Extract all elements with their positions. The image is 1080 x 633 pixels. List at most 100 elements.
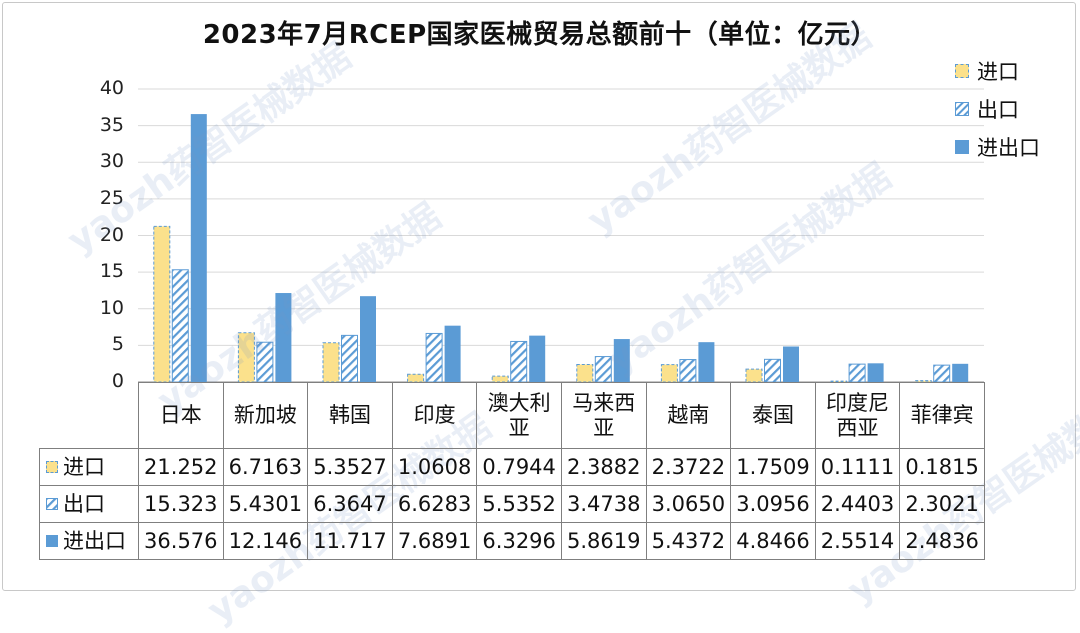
bar-total (698, 342, 715, 382)
y-tick-label: 35 (99, 113, 124, 136)
table-cell: 6.6283 (391, 485, 478, 523)
bar-export (848, 363, 866, 383)
table-cell: 5.3527 (307, 448, 393, 486)
bar-total (190, 114, 207, 382)
table-row-import: 进口 21.252 6.7163 5.3527 1.0608 0.7944 2.3882 2.… (39, 448, 985, 486)
table-cell: 21.252 (138, 448, 224, 486)
bar-import (830, 380, 848, 383)
x-tick-label: 泰国 (730, 382, 816, 449)
bar-import (660, 364, 678, 383)
bar-total (360, 296, 376, 382)
table-cell: 3.4738 (560, 485, 647, 523)
legend-item-total: 进出口 (955, 128, 1040, 166)
bar-export (933, 364, 951, 383)
table-row-label: 出口 (63, 491, 105, 516)
bar-export (171, 269, 189, 383)
bar-import (745, 368, 763, 383)
table-row-total: 进出口 36.576 12.146 11.717 7.6891 6.3296 5.8619 5… (39, 522, 985, 560)
table-cell: 0.1111 (814, 448, 901, 486)
table-cell: 6.3296 (476, 522, 562, 560)
table-row-export: 出口 15.323 5.4301 6.3647 6.6283 5.5352 3.4738 3.… (39, 485, 985, 523)
table-cell: 2.3722 (645, 448, 732, 486)
gridlines (138, 88, 984, 383)
legend-swatch-export (955, 102, 969, 116)
x-tick-label: 菲律宾 (899, 382, 985, 449)
chart-title: 2023年7月RCEP国家医械贸易总额前十（单位：亿元） (202, 20, 878, 50)
table-cell: 3.0956 (730, 485, 816, 523)
bar-import (407, 373, 425, 383)
bar-total (783, 346, 799, 382)
bar-import (914, 380, 932, 383)
bar-export (594, 356, 612, 383)
y-tick-label: 15 (99, 260, 124, 283)
table-cell: 6.7163 (222, 448, 309, 486)
bar-export (679, 359, 697, 383)
bar-total (613, 339, 630, 382)
bar-total (867, 363, 884, 382)
table-cell: 7.6891 (391, 522, 478, 560)
chart-frame (2, 2, 1076, 591)
table-cell: 2.3021 (899, 485, 985, 523)
table-cell: 15.323 (138, 485, 224, 523)
bar-total (444, 325, 461, 382)
table-cell: 2.4836 (899, 522, 985, 560)
data-table: 日本 新加坡 韩国 印度 澳大利亚马来西亚越南 泰国 印度尼 西亚 菲律宾进口 21.252 6.7… (39, 382, 985, 560)
table-header-row: 日本 新加坡 韩国 印度 澳大利亚马来西亚越南 泰国 印度尼 西亚 菲律宾 (39, 382, 985, 449)
table-row-label: 进口 (63, 454, 105, 479)
legend-item-import: 进口 (955, 52, 1040, 90)
table-cell: 6.3647 (307, 485, 393, 523)
x-tick-label: 越南 (645, 382, 732, 449)
y-tick-label: 20 (99, 223, 124, 246)
table-cell: 11.717 (307, 522, 393, 560)
table-cell: 5.4372 (645, 522, 732, 560)
table-row-header: 出口 (39, 485, 139, 523)
x-tick-label: 澳大利亚 (476, 382, 562, 449)
table-corner (39, 382, 139, 449)
x-tick-label: 印度 (391, 382, 478, 449)
chart-legend: 进口 出口 进出口 (955, 52, 1040, 166)
bar-export (510, 340, 528, 383)
table-cell: 5.5352 (476, 485, 562, 523)
table-cell: 1.0608 (391, 448, 478, 486)
bar-export (425, 332, 443, 383)
table-cell: 12.146 (222, 522, 309, 560)
bar-import (237, 332, 255, 383)
table-cell: 36.576 (138, 522, 224, 560)
legend-label-total: 进出口 (977, 136, 1040, 160)
bar-export (341, 334, 358, 383)
table-cell: 1.7509 (730, 448, 816, 486)
bar-total (275, 293, 292, 382)
legend-label-import: 进口 (977, 60, 1019, 84)
table-cell: 5.4301 (222, 485, 309, 523)
x-tick-label: 印度尼 西亚 (814, 382, 901, 449)
y-tick-label: 10 (99, 296, 124, 319)
x-tick-label: 日本 (138, 382, 224, 449)
bar-export (256, 341, 274, 383)
legend-label-export: 出口 (977, 98, 1019, 122)
table-cell: 2.4403 (814, 485, 901, 523)
legend-item-export: 出口 (955, 90, 1040, 128)
table-cell: 2.5514 (814, 522, 901, 560)
bar-total (529, 335, 546, 382)
legend-swatch-total (955, 140, 969, 154)
bar-marks (153, 114, 969, 383)
table-row-header: 进出口 (39, 522, 139, 560)
table-cell: 3.0650 (645, 485, 732, 523)
y-tick-label: 5 (111, 333, 124, 356)
x-tick-label: 韩国 (307, 382, 393, 449)
table-cell: 5.8619 (560, 522, 647, 560)
bar-total (952, 363, 969, 382)
table-cell: 0.7944 (476, 448, 562, 486)
table-cell: 4.8466 (730, 522, 816, 560)
x-tick-label: 马来西亚 (560, 382, 647, 449)
table-cell: 2.3882 (560, 448, 647, 486)
y-tick-label: 30 (99, 150, 124, 173)
table-row-header: 进口 (39, 448, 139, 486)
bar-import (153, 225, 171, 383)
table-cell: 0.1815 (899, 448, 985, 486)
y-tick-label: 40 (99, 77, 124, 99)
table-row-label: 进出口 (63, 528, 126, 553)
bar-import (576, 364, 594, 383)
y-tick-label: 25 (99, 186, 124, 209)
x-tick-label: 新加坡 (222, 382, 309, 449)
